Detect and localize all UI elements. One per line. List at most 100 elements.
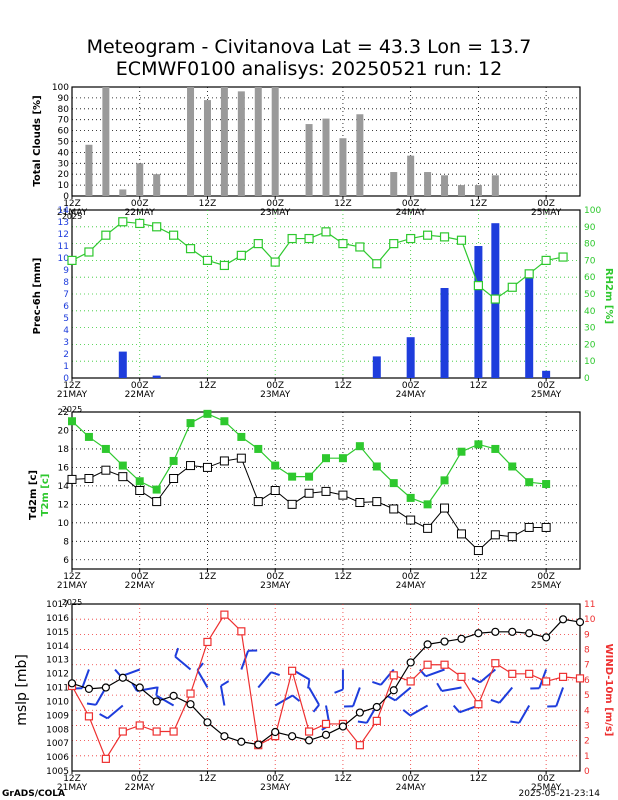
wind-barb-flag xyxy=(452,704,461,713)
cloud-bar xyxy=(119,189,127,196)
y-tick-label-mslp: 1016 xyxy=(46,614,69,624)
panel-frame-1 xyxy=(71,209,581,379)
y-tick-label-prec: 10 xyxy=(58,254,70,264)
wind-barb-flag xyxy=(490,698,500,704)
y-tick-label-temp: 8 xyxy=(63,537,69,547)
cloud-bar xyxy=(339,138,347,196)
y-tick-label-clouds: 30 xyxy=(58,159,70,169)
y-tick-label-wind: 3 xyxy=(584,721,590,731)
wind-barb xyxy=(257,671,272,689)
wind-point xyxy=(575,674,585,683)
t2m-point xyxy=(101,444,110,453)
page-title: Meteogram - Civitanova Lat = 43.3 Lon = … xyxy=(87,36,532,58)
y-tick-label-prec: 6 xyxy=(63,302,69,312)
t2m-point xyxy=(68,417,76,426)
mslp-point xyxy=(558,615,568,624)
x-date-label: 24MAY xyxy=(396,581,427,591)
y-tick-label-clouds: 80 xyxy=(58,105,70,115)
year-label: 2025 xyxy=(62,405,82,414)
y-tick-label-wind: 4 xyxy=(584,706,590,716)
y-tick-label-temp: 10 xyxy=(58,519,70,529)
y-tick-label-rh: 20 xyxy=(584,340,596,350)
y-tick-label-rh: 60 xyxy=(584,273,596,283)
t2m-point xyxy=(491,444,500,453)
td2m-point xyxy=(389,504,399,514)
rh-point xyxy=(490,294,500,304)
y-axis-label-prec: Prec-6h [mm] xyxy=(32,258,43,335)
td2m-point xyxy=(440,503,450,513)
td2m-point xyxy=(372,497,382,507)
td2m-point xyxy=(473,546,483,556)
cloud-bar xyxy=(322,118,330,196)
x-tick-label: 00Z xyxy=(266,381,284,391)
cloud-bar xyxy=(220,87,228,196)
mslp-point xyxy=(440,637,449,646)
y-tick-label-rh: 0 xyxy=(584,374,590,384)
y-tick-label-temp: 16 xyxy=(58,463,70,473)
t2m-point xyxy=(203,409,212,418)
t2m-point xyxy=(542,480,551,489)
cloud-bar xyxy=(136,163,144,196)
t2m-point xyxy=(525,478,534,487)
y-tick-label-temp: 6 xyxy=(63,556,69,566)
y-axis-label-mslp: mslp [mb] xyxy=(14,654,30,726)
x-tick-label: 00Z xyxy=(402,774,420,784)
x-tick-label: 00Z xyxy=(537,572,555,582)
rh-point xyxy=(169,230,179,240)
rh-point xyxy=(84,247,94,257)
x-date-label: 25MAY xyxy=(531,783,562,793)
wind-barb xyxy=(518,704,531,724)
y-tick-label-mslp: 1015 xyxy=(46,628,69,638)
x-tick-label: 00Z xyxy=(537,381,555,391)
wind-point xyxy=(186,689,195,698)
wind-point xyxy=(406,677,415,686)
t2m-point xyxy=(474,440,483,449)
year-label: 2025 xyxy=(62,598,82,607)
y-tick-label-temp: 22 xyxy=(58,408,69,418)
mslp-point xyxy=(169,691,178,700)
rh-point xyxy=(185,244,196,254)
wind-point xyxy=(288,666,297,675)
wind-barb-flag xyxy=(307,679,311,689)
cloud-bar xyxy=(102,87,110,196)
y-tick-label-mslp: 1017 xyxy=(46,600,69,610)
x-tick-label: 12Z xyxy=(199,774,217,784)
x-tick-label: 00Z xyxy=(402,199,420,209)
y-tick-label-wind: 6 xyxy=(584,676,590,686)
wind-barb xyxy=(308,686,320,706)
td2m-point xyxy=(67,474,77,484)
x-tick-label: 00Z xyxy=(131,774,149,784)
td2m-point xyxy=(423,523,433,533)
wind-point xyxy=(508,669,517,678)
y-tick-label-prec: 3 xyxy=(63,338,69,348)
mslp-point xyxy=(508,627,517,636)
wind-point xyxy=(169,727,178,736)
wind-point xyxy=(558,672,568,681)
mslp-point xyxy=(101,683,110,692)
x-tick-label: 12Z xyxy=(470,774,488,784)
wind-point xyxy=(84,712,94,721)
x-tick-label: 00Z xyxy=(131,381,149,391)
t2m-point xyxy=(135,477,144,486)
wind-barb xyxy=(425,668,445,678)
rh-point xyxy=(406,233,416,244)
td2m-point xyxy=(202,462,212,472)
precip-bar xyxy=(474,246,483,378)
mslp-point xyxy=(389,686,398,695)
rh-line xyxy=(71,221,564,300)
x-date-label: 25MAY xyxy=(531,390,562,400)
footer-timestamp: 2025-05-21-23:14 xyxy=(519,789,601,799)
td2m-point xyxy=(287,499,297,509)
wind-point xyxy=(440,660,449,669)
rh-point xyxy=(236,250,246,260)
t2m-point xyxy=(423,500,432,509)
wind-barb xyxy=(81,669,90,689)
y-tick-label-prec: 12 xyxy=(58,230,69,240)
rh-point xyxy=(287,233,297,244)
y-tick-label-prec: 0 xyxy=(63,374,69,384)
cloud-bar xyxy=(187,87,195,196)
wind-barb-flag xyxy=(270,671,280,677)
y-tick-label-mslp: 1005 xyxy=(46,767,69,777)
rh-point xyxy=(355,242,365,252)
y-tick-label-prec: 4 xyxy=(63,326,69,336)
